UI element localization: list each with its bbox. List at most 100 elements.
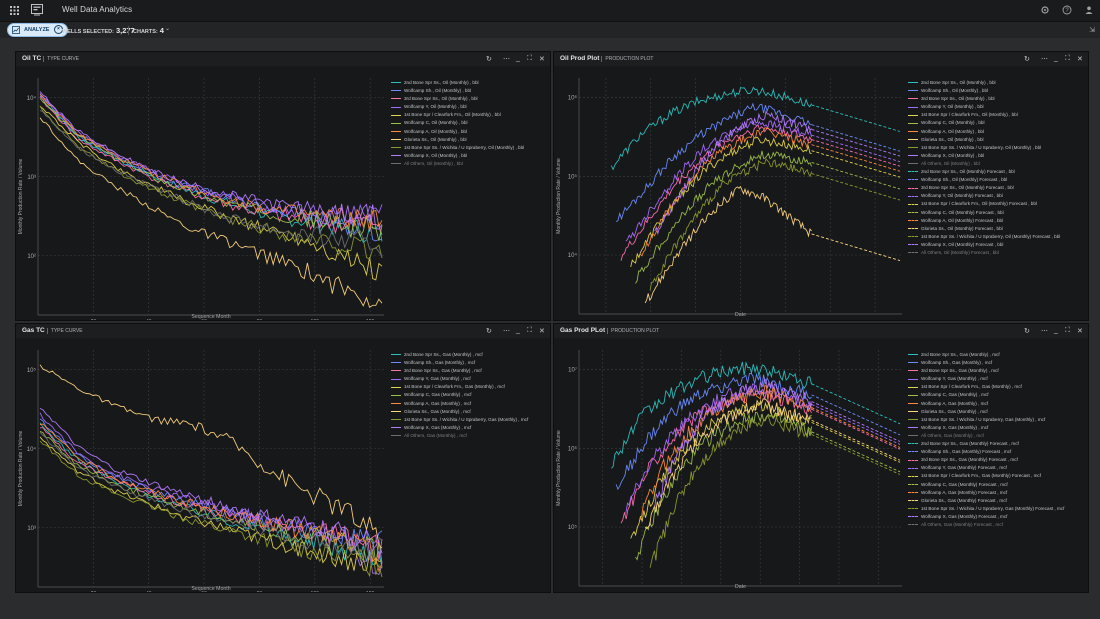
legend-item[interactable]: Wolfcamp Sh., Gas (Monthly) , mcf: [908, 359, 1064, 367]
legend-item[interactable]: Wolfcamp C, Oil (Monthly) , bbl: [908, 119, 1060, 127]
chevron-down-icon[interactable]: ⌄: [165, 25, 170, 32]
maximize-icon[interactable]: ⛶: [527, 55, 532, 63]
legend-item[interactable]: 2nd Bone Spr Ss., Oil (Monthly) , bbl: [908, 79, 1060, 87]
legend-item[interactable]: Wolfcamp Sh., Oil (Monthly) , bbl: [391, 87, 524, 95]
minimize-icon[interactable]: _: [1054, 327, 1058, 334]
legend-item[interactable]: 1st Bone Spr Ss. / Wichita / U Spraberry…: [908, 505, 1064, 513]
more-options-icon[interactable]: ⋯: [1041, 327, 1048, 335]
y-tick-label: 10⁶: [568, 95, 578, 102]
refresh-icon[interactable]: ↻: [486, 55, 492, 63]
legend-item[interactable]: Wolfcamp Y, Oil (Monthly) , bbl: [391, 103, 524, 111]
legend-item[interactable]: Wolfcamp X, Oil (Monthly) , bbl: [908, 152, 1060, 160]
legend-item[interactable]: 2nd Bone Spr Ss., Gas (Monthly) , mcf: [391, 351, 528, 359]
legend-swatch: [908, 139, 918, 140]
minimize-icon[interactable]: _: [516, 55, 520, 62]
close-icon[interactable]: ✕: [539, 327, 545, 335]
legend-item[interactable]: Glorieta Ss., Gas (Monthly) , mcf: [908, 408, 1064, 416]
more-options-icon[interactable]: ⋯: [503, 327, 510, 335]
close-icon[interactable]: ✕: [1077, 327, 1083, 335]
legend-item[interactable]: Glorieta Ss., Oil (Monthly) , bbl: [391, 136, 524, 144]
legend-item[interactable]: Wolfcamp Sh., Oil (Monthly) , bbl: [908, 87, 1060, 95]
legend-item[interactable]: 3rd Bone Spr Ss., Gas (Monthly) , mcf: [391, 367, 528, 375]
legend-swatch: [908, 516, 918, 517]
legend-item[interactable]: Wolfcamp Y, Oil (Monthly) Forecast , bbl: [908, 192, 1060, 200]
legend-item[interactable]: All Others, Oil (Monthly) , bbl: [908, 160, 1060, 168]
more-options-icon[interactable]: ⋯: [1041, 55, 1048, 63]
legend-item[interactable]: 1st Bone Spr Ss. / Wichita / U Spraberry…: [908, 233, 1060, 241]
legend-item[interactable]: All Others, Oil (Monthly) Forecast , bbl: [908, 249, 1060, 257]
legend-item[interactable]: Wolfcamp Y, Gas (Monthly) , mcf: [391, 375, 528, 383]
legend-item[interactable]: 1st Bone Spr / Clearfork Fm., Gas (Month…: [908, 472, 1064, 480]
legend-item[interactable]: Wolfcamp A, Oil (Monthly) , bbl: [908, 128, 1060, 136]
legend-item[interactable]: 1st Bone Spr / Clearfork Fm., Oil (Month…: [908, 200, 1060, 208]
legend-item[interactable]: 3rd Bone Spr Ss., Oil (Monthly) , bbl: [908, 95, 1060, 103]
legend-item[interactable]: Glorieta Ss., Gas (Monthly) Forecast , m…: [908, 497, 1064, 505]
legend-item[interactable]: Wolfcamp X, Gas (Monthly) , mcf: [391, 424, 528, 432]
minimize-icon[interactable]: _: [516, 327, 520, 334]
user-profile-icon[interactable]: [1084, 5, 1094, 15]
legend-item[interactable]: Wolfcamp C, Gas (Monthly) , mcf: [391, 391, 528, 399]
legend-item[interactable]: Glorieta Ss., Oil (Monthly) Forecast , b…: [908, 225, 1060, 233]
legend-item[interactable]: 2nd Bone Spr Ss., Gas (Monthly) Forecast…: [908, 440, 1064, 448]
legend-item[interactable]: Wolfcamp X, Oil (Monthly) Forecast , bbl: [908, 241, 1060, 249]
legend-item[interactable]: 1st Bone Spr Ss. / Wichita / U Spraberry…: [391, 144, 524, 152]
legend-item[interactable]: Wolfcamp X, Oil (Monthly) , bbl: [391, 152, 524, 160]
legend-item[interactable]: Wolfcamp A, Gas (Monthly) Forecast , mcf: [908, 489, 1064, 497]
legend-item[interactable]: Wolfcamp A, Gas (Monthly) , mcf: [391, 400, 528, 408]
legend-item[interactable]: 1st Bone Spr Ss. / Wichita / U Spraberry…: [908, 416, 1064, 424]
legend-item[interactable]: All Others, Gas (Monthly) , mcf: [908, 432, 1064, 440]
legend-item[interactable]: Wolfcamp Y, Gas (Monthly) Forecast , mcf: [908, 464, 1064, 472]
close-icon[interactable]: ✕: [539, 55, 545, 63]
toolbar-divider: [128, 26, 129, 35]
legend-item[interactable]: 3rd Bone Spr Ss., Oil (Monthly) , bbl: [391, 95, 524, 103]
legend-item[interactable]: Wolfcamp Sh., Gas (Monthly) , mcf: [391, 359, 528, 367]
legend-item[interactable]: Wolfcamp C, Oil (Monthly) Forecast , bbl: [908, 209, 1060, 217]
refresh-icon[interactable]: ↻: [1024, 327, 1030, 335]
legend-item[interactable]: All Others, Oil (Monthly) , bbl: [391, 160, 524, 168]
legend-item[interactable]: Wolfcamp A, Oil (Monthly) , bbl: [391, 128, 524, 136]
help-icon[interactable]: ?: [1062, 5, 1072, 15]
maximize-icon[interactable]: ⛶: [527, 327, 532, 335]
legend-item[interactable]: Wolfcamp C, Oil (Monthly) , bbl: [391, 119, 524, 127]
legend-item[interactable]: Glorieta Ss., Gas (Monthly) , mcf: [391, 408, 528, 416]
maximize-icon[interactable]: ⛶: [1065, 327, 1070, 335]
legend-item[interactable]: 1st Bone Spr / Clearfork Fm., Gas (Month…: [908, 383, 1064, 391]
analyze-button[interactable]: ANALYZE ×: [7, 23, 68, 37]
legend-item[interactable]: All Others, Gas (Monthly) , mcf: [391, 432, 528, 440]
settings-gear-icon[interactable]: [1040, 5, 1050, 15]
legend-item[interactable]: 1st Bone Spr Ss. / Wichita / U Spraberry…: [391, 416, 528, 424]
series-line: [40, 106, 382, 259]
legend-item[interactable]: 1st Bone Spr / Clearfork Fm., Oil (Month…: [391, 111, 524, 119]
legend-item[interactable]: Glorieta Ss., Oil (Monthly) , bbl: [908, 136, 1060, 144]
legend-item[interactable]: 3rd Bone Spr Ss., Gas (Monthly) , mcf: [908, 367, 1064, 375]
legend-item[interactable]: All Others, Gas (Monthly) Forecast , mcf: [908, 521, 1064, 529]
legend-item[interactable]: 2nd Bone Spr Ss., Oil (Monthly) , bbl: [391, 79, 524, 87]
refresh-icon[interactable]: ↻: [1024, 55, 1030, 63]
legend-swatch: [391, 123, 401, 124]
collapse-panel-icon[interactable]: ⇲: [1089, 26, 1095, 34]
legend-item[interactable]: 1st Bone Spr / Clearfork Fm., Oil (Month…: [908, 111, 1060, 119]
more-options-icon[interactable]: ⋯: [503, 55, 510, 63]
apps-grid-icon[interactable]: [10, 6, 19, 15]
legend-item[interactable]: 2nd Bone Spr Ss., Oil (Monthly) Forecast…: [908, 168, 1060, 176]
maximize-icon[interactable]: ⛶: [1065, 55, 1070, 63]
legend-item[interactable]: Wolfcamp A, Oil (Monthly) Forecast , bbl: [908, 217, 1060, 225]
legend-item[interactable]: Wolfcamp Sh., Oil (Monthly) Forecast , b…: [908, 176, 1060, 184]
legend-item[interactable]: 1st Bone Spr / Clearfork Fm., Gas (Month…: [391, 383, 528, 391]
legend-item[interactable]: Wolfcamp C, Gas (Monthly) Forecast , mcf: [908, 481, 1064, 489]
legend-item[interactable]: Wolfcamp Y, Oil (Monthly) , bbl: [908, 103, 1060, 111]
legend-item[interactable]: 3rd Bone Spr Ss., Gas (Monthly) Forecast…: [908, 456, 1064, 464]
legend-item[interactable]: Wolfcamp Sh., Gas (Monthly) Forecast , m…: [908, 448, 1064, 456]
legend-item[interactable]: Wolfcamp C, Gas (Monthly) , mcf: [908, 391, 1064, 399]
legend-item[interactable]: Wolfcamp Y, Gas (Monthly) , mcf: [908, 375, 1064, 383]
legend-item[interactable]: 3rd Bone Spr Ss., Oil (Monthly) Forecast…: [908, 184, 1060, 192]
legend-swatch: [908, 427, 918, 428]
legend-item[interactable]: Wolfcamp X, Gas (Monthly) Forecast , mcf: [908, 513, 1064, 521]
close-icon[interactable]: ✕: [1077, 55, 1083, 63]
legend-item[interactable]: 2nd Bone Spr Ss., Gas (Monthly) , mcf: [908, 351, 1064, 359]
legend-item[interactable]: Wolfcamp X, Gas (Monthly) , mcf: [908, 424, 1064, 432]
refresh-icon[interactable]: ↻: [486, 327, 492, 335]
legend-item[interactable]: Wolfcamp A, Gas (Monthly) , mcf: [908, 400, 1064, 408]
minimize-icon[interactable]: _: [1054, 55, 1058, 62]
legend-item[interactable]: 1st Bone Spr Ss. / Wichita / U Spraberry…: [908, 144, 1060, 152]
